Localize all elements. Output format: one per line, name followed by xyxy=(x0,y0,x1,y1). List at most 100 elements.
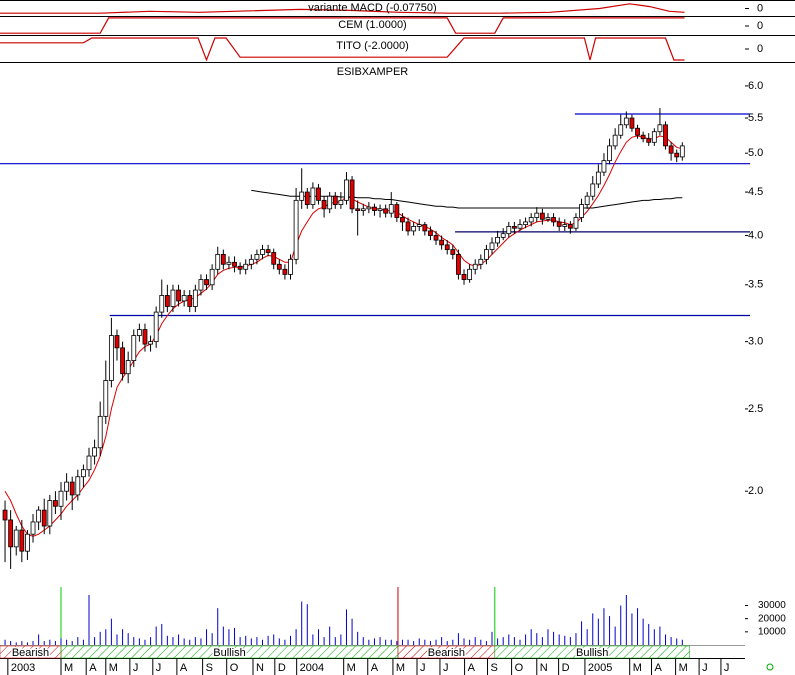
candle-body xyxy=(30,521,36,535)
candle-body xyxy=(198,279,204,291)
x-tick-label: J xyxy=(133,662,139,674)
candle-body xyxy=(545,217,551,220)
candle-body xyxy=(344,179,349,201)
y-tick-label: 3.0 xyxy=(748,336,763,348)
candle-body xyxy=(338,199,344,205)
candle-body xyxy=(254,254,260,260)
candle-body xyxy=(248,258,254,265)
y-tick-label: 20000 xyxy=(758,613,786,624)
candle-body xyxy=(114,335,120,349)
candle-body xyxy=(316,187,321,201)
candle-body xyxy=(657,124,663,133)
x-tick-label: O xyxy=(515,662,524,674)
candle-body xyxy=(86,455,92,471)
candle-body xyxy=(75,476,81,496)
candle-body xyxy=(349,179,355,210)
candle-body xyxy=(383,208,389,214)
y-tick-label: 6.0 xyxy=(748,80,763,92)
candle-body xyxy=(265,249,271,253)
candle-body xyxy=(539,212,545,220)
candle-body xyxy=(456,254,461,275)
candle-body xyxy=(579,204,584,218)
candle-body xyxy=(668,145,674,154)
x-tick-label: D xyxy=(278,662,286,674)
candle-body xyxy=(444,244,450,251)
candle-body xyxy=(372,206,377,211)
candle-body xyxy=(601,160,607,173)
candle-body xyxy=(388,204,394,214)
candle-body xyxy=(360,208,366,211)
panel-title: variante MACD (-0.07750) xyxy=(308,2,436,14)
candle-body xyxy=(327,195,333,210)
candle-body xyxy=(428,230,433,236)
candle-body xyxy=(41,509,47,527)
candle-body xyxy=(551,217,556,223)
candle-body xyxy=(2,509,8,521)
status-icon xyxy=(766,663,774,671)
candle-body xyxy=(528,217,534,223)
signal-label: Bearish xyxy=(12,647,49,659)
x-tick-label: J xyxy=(702,662,708,674)
candle-body xyxy=(433,235,439,241)
candle-body xyxy=(489,242,495,251)
candle-body xyxy=(590,183,596,197)
candle-body xyxy=(640,134,646,140)
candle-body xyxy=(282,268,288,275)
panel-title: TITO (-2.0000) xyxy=(336,40,409,52)
candle-body xyxy=(321,199,327,210)
candle-body xyxy=(164,295,170,307)
y-tick-label: 0 xyxy=(757,43,763,55)
x-tick-label: M xyxy=(347,662,356,674)
candle-body xyxy=(355,208,361,211)
candle-body xyxy=(170,289,176,307)
x-tick-label: O xyxy=(230,662,239,674)
y-tick-label: 2.5 xyxy=(748,403,763,415)
candle-body xyxy=(153,311,159,343)
candle-body xyxy=(556,221,562,227)
candle-body xyxy=(226,261,232,265)
x-tick-label: M xyxy=(633,662,642,674)
candle-body xyxy=(293,199,299,260)
candle-body xyxy=(405,221,411,232)
candle-body xyxy=(53,500,58,507)
x-tick-label: N xyxy=(540,662,548,674)
candle-body xyxy=(97,415,103,449)
x-tick-label: M xyxy=(396,662,405,674)
candle-body xyxy=(276,263,282,270)
candle-body xyxy=(663,124,668,147)
candle-body xyxy=(310,187,316,205)
x-tick-label: A xyxy=(371,662,379,674)
x-tick-label: M xyxy=(109,662,118,674)
signal-label: Bearish xyxy=(428,647,465,659)
candle-body xyxy=(271,252,277,265)
indicator-line xyxy=(0,37,685,62)
indicator-line xyxy=(0,3,685,14)
signal-label: Bullish xyxy=(576,647,608,659)
y-tick-label: 3.5 xyxy=(748,279,763,291)
candle-body xyxy=(47,500,53,527)
y-tick-label: 4.5 xyxy=(748,186,763,198)
candle-body xyxy=(607,145,612,162)
candle-body xyxy=(495,236,500,244)
candle-body xyxy=(136,329,142,336)
candle-body xyxy=(8,519,14,548)
candle-body xyxy=(19,529,25,552)
y-tick-label: 5.0 xyxy=(748,147,763,159)
candle-body xyxy=(25,533,30,552)
candle-body xyxy=(674,152,680,158)
x-tick-label: J xyxy=(420,662,426,674)
x-tick-label: 2003 xyxy=(11,662,35,674)
x-tick-label: J xyxy=(443,662,449,674)
y-tick-label: 5.5 xyxy=(748,112,763,124)
candle-body xyxy=(450,249,456,255)
candle-body xyxy=(108,335,114,381)
candle-body xyxy=(623,117,629,126)
candle-body xyxy=(411,226,417,232)
candle-body xyxy=(260,249,265,255)
candle-body xyxy=(461,273,467,280)
candle-body xyxy=(618,124,624,136)
candle-body xyxy=(478,258,484,265)
x-tick-label: A xyxy=(89,662,97,674)
candle-body xyxy=(439,239,445,246)
